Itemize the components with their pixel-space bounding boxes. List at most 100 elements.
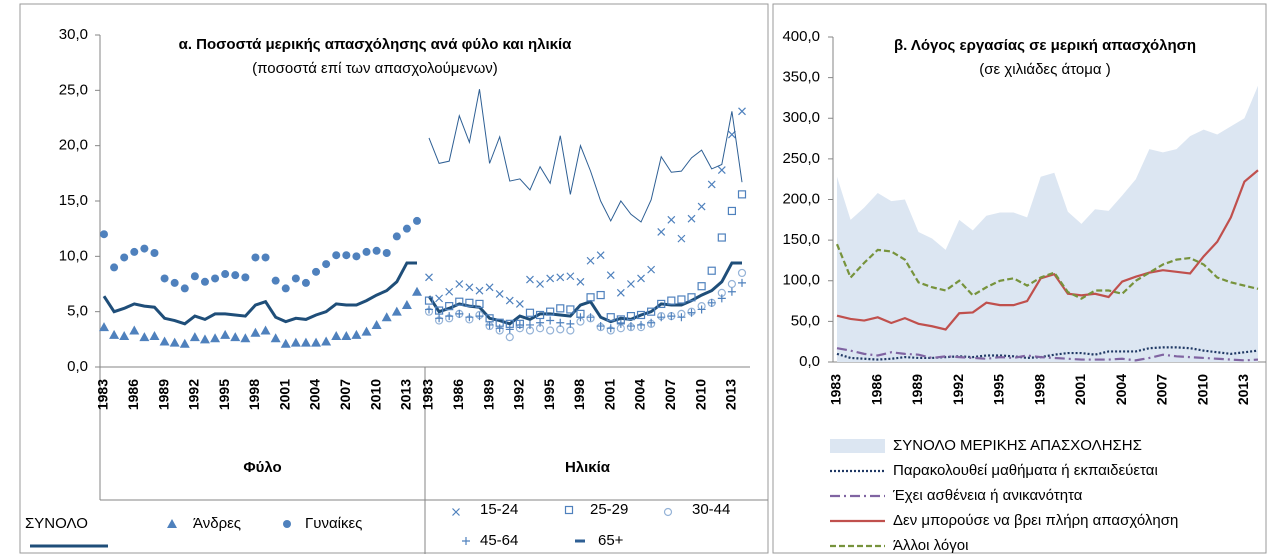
group-label: Φύλο	[243, 459, 281, 476]
marker	[626, 311, 636, 321]
legend-label: 45-64	[480, 532, 518, 549]
legend-swatch	[564, 505, 574, 515]
marker	[626, 322, 635, 331]
marker	[455, 309, 464, 318]
x-tick-label: 1986	[868, 374, 884, 405]
marker	[647, 318, 656, 327]
marker	[515, 299, 524, 308]
y-tick-label: 25,0	[59, 81, 88, 98]
marker	[586, 293, 595, 302]
marker	[352, 252, 361, 261]
marker	[505, 296, 514, 305]
marker	[281, 284, 290, 293]
x-tick-label: 1998	[1031, 374, 1047, 405]
marker	[546, 316, 555, 325]
marker	[627, 280, 635, 288]
marker	[667, 296, 676, 305]
marker	[331, 331, 342, 341]
marker	[738, 278, 746, 287]
marker	[210, 333, 221, 343]
marker	[717, 166, 726, 174]
marker	[291, 274, 300, 283]
marker	[657, 313, 666, 322]
marker	[556, 318, 565, 327]
marker	[169, 337, 180, 347]
line	[836, 346, 1259, 361]
x-tick-label: 1983	[420, 379, 436, 410]
marker	[616, 319, 625, 328]
x-tick-label: 2010	[367, 379, 383, 410]
x-tick-label: 1986	[125, 379, 141, 410]
marker	[100, 230, 108, 239]
x-tick-label: 2013	[723, 379, 739, 410]
x-tick-label: 2007	[1154, 374, 1170, 405]
marker	[270, 333, 281, 343]
x-tick-label: 2004	[307, 379, 323, 410]
y-tick-label: 5,0	[67, 303, 88, 320]
legend-label: ΣΥΝΟΛΟ	[25, 515, 88, 532]
legend-label: Άλλοι λόγοι	[893, 537, 968, 554]
marker	[596, 251, 605, 260]
legend-label: ΣΥΝΟΛΟ ΜΕΡΙΚΗΣ ΑΠΑΣΧΟΛΗΣΗΣ	[893, 437, 1142, 454]
marker	[381, 312, 392, 322]
marker	[586, 313, 595, 322]
marker	[606, 271, 615, 280]
x-tick-label: 1989	[909, 374, 925, 405]
marker	[566, 272, 575, 281]
legend-label: Δεν μπορούσε να βρει πλήρη απασχόληση	[893, 512, 1178, 529]
marker	[445, 287, 454, 296]
legend-swatch	[167, 519, 177, 528]
chart-title: α. Ποσοστά μερικής απασχόλησης ανά φύλο …	[179, 36, 573, 53]
marker	[179, 338, 190, 348]
marker	[647, 307, 656, 316]
left-panel	[19, 3, 769, 554]
y-tick-label: 300,0	[782, 109, 820, 126]
marker	[392, 232, 401, 241]
marker	[435, 314, 444, 323]
line	[836, 169, 1259, 331]
marker	[556, 304, 565, 313]
x-tick-label: 1989	[155, 379, 171, 410]
x-tick-label: 2013	[1235, 374, 1251, 405]
legend-label: 25-29	[590, 501, 628, 518]
y-tick-label: 200,0	[782, 190, 820, 207]
marker	[109, 329, 120, 339]
marker	[465, 298, 474, 307]
x-tick-label: 1992	[186, 379, 202, 410]
marker	[475, 299, 484, 309]
x-tick-label: 1989	[480, 379, 496, 410]
marker	[140, 244, 149, 253]
marker	[687, 308, 696, 317]
marker	[150, 249, 159, 258]
marker	[341, 331, 352, 341]
marker	[280, 338, 291, 348]
marker	[401, 300, 412, 310]
marker	[738, 107, 746, 116]
marker	[475, 286, 484, 295]
marker	[180, 284, 189, 293]
marker	[129, 325, 140, 335]
area	[837, 85, 1258, 362]
marker	[434, 306, 444, 315]
right-panel	[772, 3, 1267, 554]
marker	[99, 322, 109, 332]
y-tick-label: 10,0	[59, 247, 88, 264]
line	[102, 261, 417, 326]
marker	[667, 312, 676, 321]
marker	[260, 325, 271, 335]
marker	[119, 331, 130, 341]
marker	[311, 337, 322, 347]
y-tick-label: 150,0	[782, 231, 820, 248]
marker	[110, 263, 119, 272]
x-tick-label: 2004	[632, 379, 648, 410]
marker	[495, 290, 504, 298]
marker	[435, 294, 444, 303]
x-tick-label: 1998	[571, 379, 587, 410]
y-tick-label: 400,0	[782, 28, 820, 45]
marker	[717, 294, 726, 303]
marker	[637, 274, 645, 283]
marker	[159, 336, 170, 346]
marker	[707, 298, 716, 307]
marker	[372, 246, 381, 255]
